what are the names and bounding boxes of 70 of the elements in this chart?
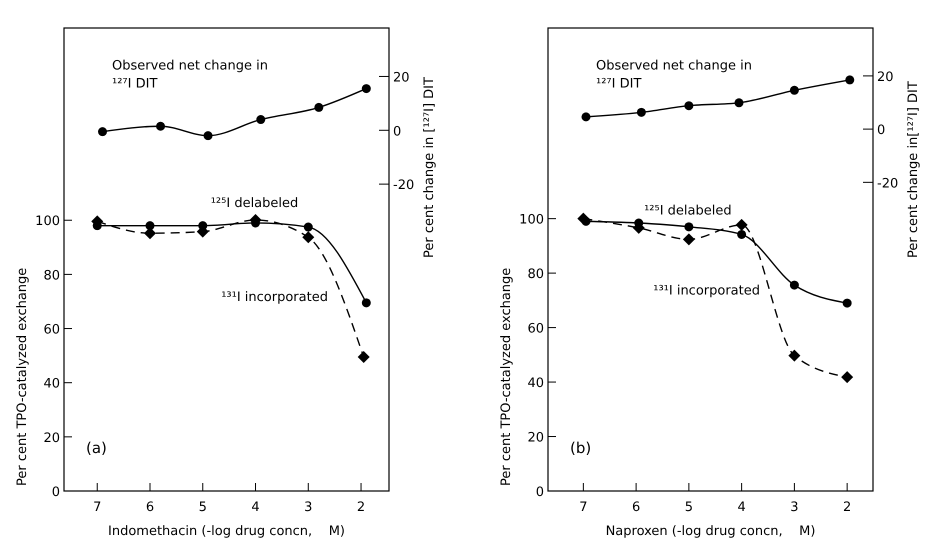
annotation: (a) <box>86 439 107 457</box>
x-tick-label: 4 <box>737 500 746 515</box>
point <box>734 98 744 108</box>
point <box>156 122 166 131</box>
y-tick-label: 40 <box>43 376 60 392</box>
y-tick-label: 80 <box>527 267 544 282</box>
x-tick-label: 7 <box>579 500 588 515</box>
series-label: Observed net change in ¹²⁷I DIT <box>112 58 268 92</box>
x-tick-label: 6 <box>632 500 640 515</box>
point <box>362 298 371 308</box>
point <box>358 350 370 363</box>
y-tick-label: 40 <box>527 376 544 392</box>
point <box>790 86 799 95</box>
y2-tick-label: -20 <box>393 178 414 194</box>
point <box>684 222 694 232</box>
y2-axis-title: Per cent change in[¹²⁷I] DIT <box>906 81 921 258</box>
x-tick-label: 5 <box>198 500 207 515</box>
point <box>790 280 799 290</box>
y-tick-label: 0 <box>536 485 544 500</box>
series-label: ¹²⁵I delabeled <box>210 196 298 212</box>
y-tick-label: 100 <box>519 212 544 228</box>
x-tick-label: 2 <box>356 500 366 515</box>
point <box>314 102 324 112</box>
point <box>204 131 213 140</box>
x-tick-label: 7 <box>93 500 102 515</box>
point <box>841 371 854 384</box>
point <box>302 231 314 244</box>
x-tick-label: 5 <box>684 500 694 515</box>
point <box>256 115 266 124</box>
point <box>736 218 748 231</box>
x-axis-title: Indomethacin (-log drug concn, M) <box>108 524 345 538</box>
series-label: ¹³¹I incorporated <box>653 283 760 298</box>
point <box>845 75 854 84</box>
x-tick-label: 3 <box>304 500 312 515</box>
point <box>362 84 371 94</box>
series-label: ¹²⁵I delabeled <box>644 203 732 218</box>
y-tick-label: 60 <box>43 322 60 338</box>
x-tick-label: 2 <box>843 500 852 515</box>
y2-tick-label: 20 <box>877 70 894 85</box>
point <box>581 112 590 122</box>
annotation: (b) <box>570 439 592 457</box>
point <box>98 127 108 136</box>
point <box>788 350 800 362</box>
point <box>636 108 646 117</box>
y-tick-label: 100 <box>35 214 60 230</box>
y2-tick-label: -20 <box>877 176 898 192</box>
y-axis-title: Per cent TPO-catalyzed exchange <box>15 268 30 486</box>
point <box>581 216 590 226</box>
series-label: Observed net change in ¹²⁷I DIT <box>596 58 752 92</box>
y-tick-label: 80 <box>43 268 60 284</box>
y-tick-label: 20 <box>43 430 60 446</box>
y-tick-label: 0 <box>52 485 60 500</box>
y-tick-label: 60 <box>527 322 544 337</box>
y-axis-title: Per cent TPO-catalyzed exchange <box>499 268 514 486</box>
y2-axis-title: Per cent change in [¹²⁷I] DIT <box>422 76 437 258</box>
y2-tick-label: 0 <box>393 124 402 140</box>
y2-tick-label: 0 <box>877 123 886 138</box>
y2-tick-label: 20 <box>393 70 410 86</box>
point <box>842 298 852 308</box>
x-tick-label: 3 <box>790 500 799 515</box>
point <box>146 221 154 230</box>
series-label: ¹³¹I incorporated <box>221 290 328 306</box>
point <box>684 101 694 110</box>
point <box>737 230 746 239</box>
x-tick-label: 6 <box>146 500 154 515</box>
point <box>304 222 313 232</box>
y-tick-label: 20 <box>527 430 544 446</box>
point <box>682 233 695 246</box>
x-tick-label: 4 <box>251 500 260 515</box>
x-axis-title: Naproxen (-log drug concn, M) <box>606 524 816 538</box>
